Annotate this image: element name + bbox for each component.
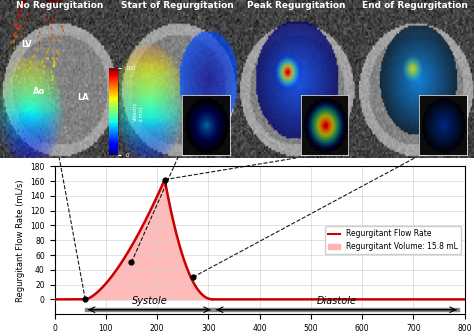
Text: Start of Regurgitation: Start of Regurgitation <box>121 1 234 10</box>
Legend: Regurgitant Flow Rate, Regurgitant Volume: 15.8 mL: Regurgitant Flow Rate, Regurgitant Volum… <box>325 226 461 254</box>
Text: No Regurgitation: No Regurgitation <box>16 1 103 10</box>
Text: End of Regurgitation: End of Regurgitation <box>362 1 468 10</box>
Y-axis label: Regurgitant Flow Rate (mL/s): Regurgitant Flow Rate (mL/s) <box>16 179 25 301</box>
Text: Peak Regurgitation: Peak Regurgitation <box>247 1 346 10</box>
Text: LA: LA <box>77 93 89 102</box>
Text: LV: LV <box>21 40 32 49</box>
Text: Systole: Systole <box>131 296 167 306</box>
Text: Velocity
(cm/s): Velocity (cm/s) <box>133 101 144 121</box>
Text: Diastole: Diastole <box>316 296 356 306</box>
Text: Ao: Ao <box>33 87 46 96</box>
